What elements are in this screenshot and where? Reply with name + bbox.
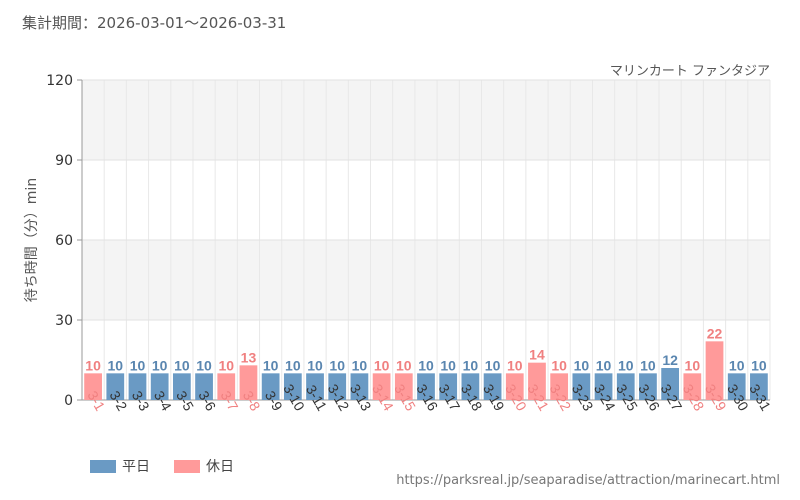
- bar-value-label: 10: [551, 357, 567, 373]
- bar-value-label: 10: [263, 357, 279, 373]
- bar-3-11: [306, 373, 324, 400]
- bar-value-label: 10: [596, 357, 612, 373]
- bar-value-label: 10: [463, 357, 479, 373]
- bar-3-23: [572, 373, 591, 400]
- grid-band: [82, 240, 770, 320]
- bar-3-27: [661, 368, 680, 400]
- bar-3-17: [439, 373, 458, 400]
- bar-3-13: [350, 373, 369, 400]
- bar-value-label: 10: [285, 357, 301, 373]
- bar-value-label: 10: [440, 357, 456, 373]
- bar-3-25: [616, 373, 635, 400]
- bar-3-4: [150, 373, 169, 400]
- bar-value-label: 10: [751, 357, 767, 373]
- bar-value-label: 10: [307, 357, 323, 373]
- bar-3-24: [594, 373, 613, 400]
- bar-value-label: 10: [485, 357, 501, 373]
- bar-3-2: [106, 373, 125, 400]
- y-tick-label: 60: [55, 233, 73, 249]
- bar-3-30: [727, 373, 746, 400]
- bar-value-label: 10: [418, 357, 434, 373]
- bar-3-29: [705, 341, 724, 400]
- legend-item-weekday[interactable]: 平日: [90, 456, 150, 476]
- bar-value-label: 10: [130, 357, 146, 373]
- bar-3-31: [750, 373, 768, 400]
- bar-value-label: 10: [618, 357, 634, 373]
- bar-3-14: [372, 373, 391, 400]
- source-url: https://parksreal.jp/seaparadise/attract…: [396, 473, 780, 488]
- bar-value-label: 10: [396, 357, 412, 373]
- bar-value-label: 10: [685, 357, 701, 373]
- y-tick-label: 30: [55, 313, 73, 329]
- bar-3-28: [683, 373, 702, 400]
- bar-3-26: [639, 373, 657, 400]
- bar-value-label: 10: [196, 357, 212, 373]
- legend-label-holiday: 休日: [206, 459, 234, 475]
- bar-value-label: 10: [152, 357, 168, 373]
- bar-3-20: [505, 373, 524, 400]
- bar-value-label: 10: [574, 357, 590, 373]
- grid-band: [82, 80, 770, 160]
- bar-value-label: 10: [352, 357, 368, 373]
- bar-3-10: [283, 373, 302, 400]
- bar-3-18: [461, 373, 480, 400]
- bar-value-label: 13: [241, 349, 257, 365]
- y-axis-label: 待ち時間（分）min: [24, 178, 40, 302]
- y-tick-label: 90: [55, 153, 73, 169]
- bar-3-22: [550, 373, 569, 400]
- bar-value-label: 14: [529, 347, 545, 363]
- bar-3-15: [394, 373, 413, 400]
- bar-3-7: [217, 373, 236, 400]
- legend-swatch-holiday: [174, 459, 200, 473]
- bar-value-label: 10: [85, 357, 101, 373]
- legend-label-weekday: 平日: [122, 459, 150, 475]
- bar-value-label: 10: [108, 357, 124, 373]
- y-tick-label: 120: [46, 73, 73, 89]
- bar-3-8: [239, 365, 258, 400]
- y-tick-label: 0: [64, 393, 73, 409]
- legend-swatch-weekday: [90, 459, 116, 473]
- bar-3-9: [261, 373, 280, 400]
- bar-3-5: [172, 373, 191, 400]
- bar-value-label: 10: [329, 357, 345, 373]
- bar-value-label: 10: [507, 357, 523, 373]
- bar-3-6: [195, 373, 213, 400]
- bar-3-19: [483, 373, 502, 400]
- legend: 平日 休日: [90, 456, 258, 476]
- bar-value-label: 10: [218, 357, 234, 373]
- bar-value-label: 10: [729, 357, 745, 373]
- bar-3-16: [417, 373, 435, 400]
- chart-title: マリンカート ファンタジア: [609, 64, 770, 79]
- bar-value-label: 22: [707, 325, 723, 341]
- bar-value-label: 10: [640, 357, 656, 373]
- bar-3-3: [128, 373, 147, 400]
- bar-3-1: [84, 373, 102, 400]
- bar-value-label: 10: [174, 357, 190, 373]
- bar-value-label: 12: [662, 352, 678, 368]
- period-label: 集計期間：2026-03-01～2026-03-31: [22, 14, 287, 32]
- bar-3-12: [328, 373, 347, 400]
- bar-value-label: 10: [374, 357, 390, 373]
- legend-item-holiday[interactable]: 休日: [174, 456, 234, 476]
- bar-3-21: [528, 362, 546, 400]
